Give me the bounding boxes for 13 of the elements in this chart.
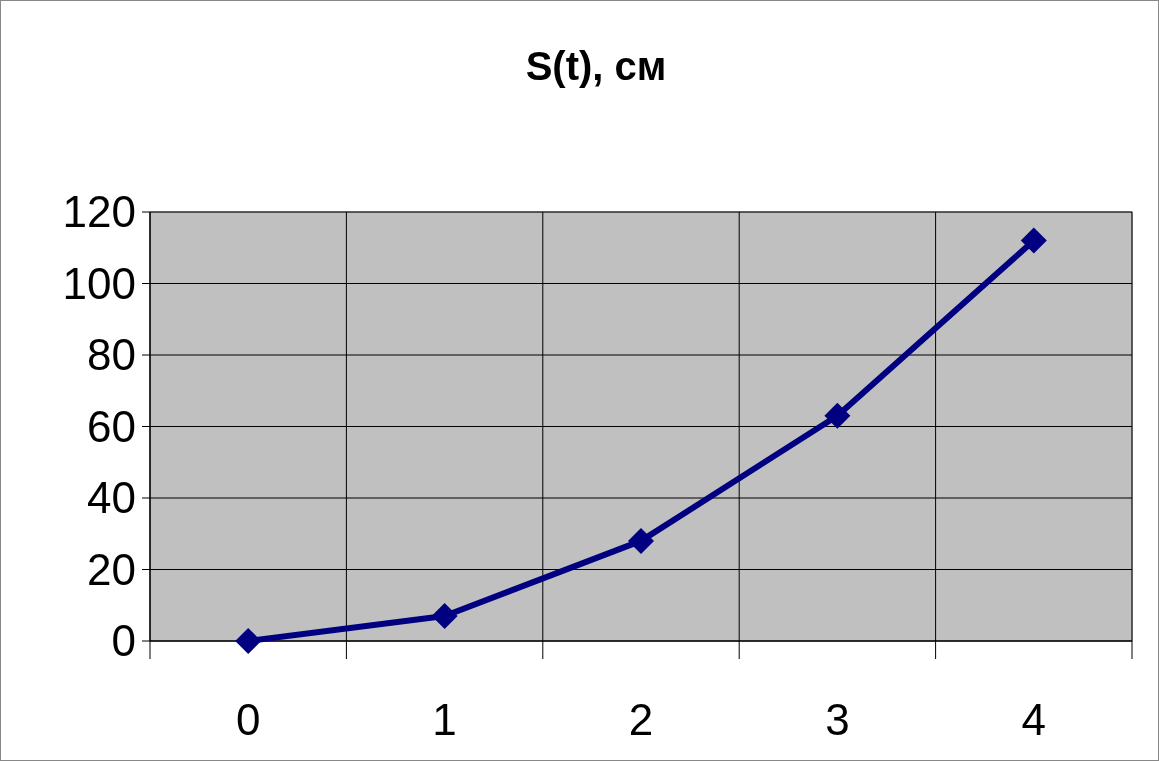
x-tick-label: 2 bbox=[628, 695, 654, 744]
y-tick-label: 120 bbox=[62, 187, 136, 237]
y-tick-label: 60 bbox=[87, 401, 136, 451]
x-tick-label: 4 bbox=[1021, 695, 1047, 744]
y-tick-label: 40 bbox=[87, 473, 136, 523]
y-tick-label: 100 bbox=[62, 258, 136, 308]
y-tick-label: 0 bbox=[111, 616, 136, 666]
y-tick-label: 80 bbox=[87, 330, 136, 380]
x-tick-label: 0 bbox=[235, 695, 261, 744]
y-tick-label: 20 bbox=[87, 544, 136, 594]
chart-title: S(t), см bbox=[525, 44, 667, 88]
x-tick-label: 1 bbox=[432, 695, 457, 744]
x-tick-label: 3 bbox=[825, 695, 850, 744]
